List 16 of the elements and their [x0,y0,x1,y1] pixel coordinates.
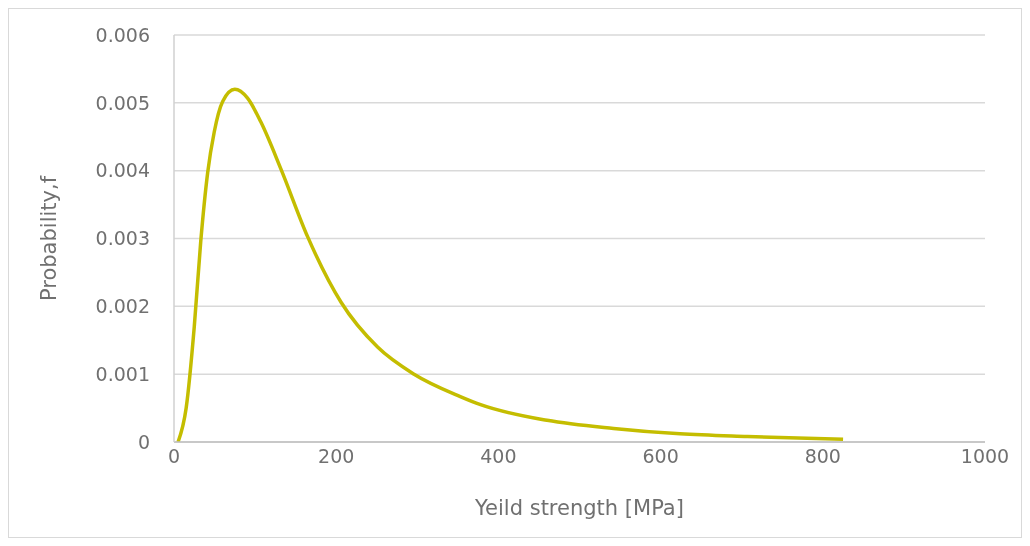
x-tick-label: 800 [804,445,841,468]
y-tick-label: 0.001 [95,362,150,385]
x-tick-label: 0 [167,445,181,468]
y-tick-label: 0.004 [95,159,150,182]
x-tick-label: 400 [480,445,517,468]
x-axis-title: Yeild strength [MPa] [474,496,684,520]
y-tick-label: 0.003 [95,227,150,250]
line-series [176,87,845,442]
x-tick-label: 1000 [960,445,1010,468]
y-tick-label: 0.002 [95,295,150,318]
y-axis-title: Probability,f [37,175,62,302]
x-tick-label: 600 [642,445,679,468]
y-tick-label: 0.006 [95,23,150,46]
x-tick-label: 200 [318,445,355,468]
y-tick-label: 0.005 [95,91,150,114]
y-tick-label: 0 [137,430,150,453]
